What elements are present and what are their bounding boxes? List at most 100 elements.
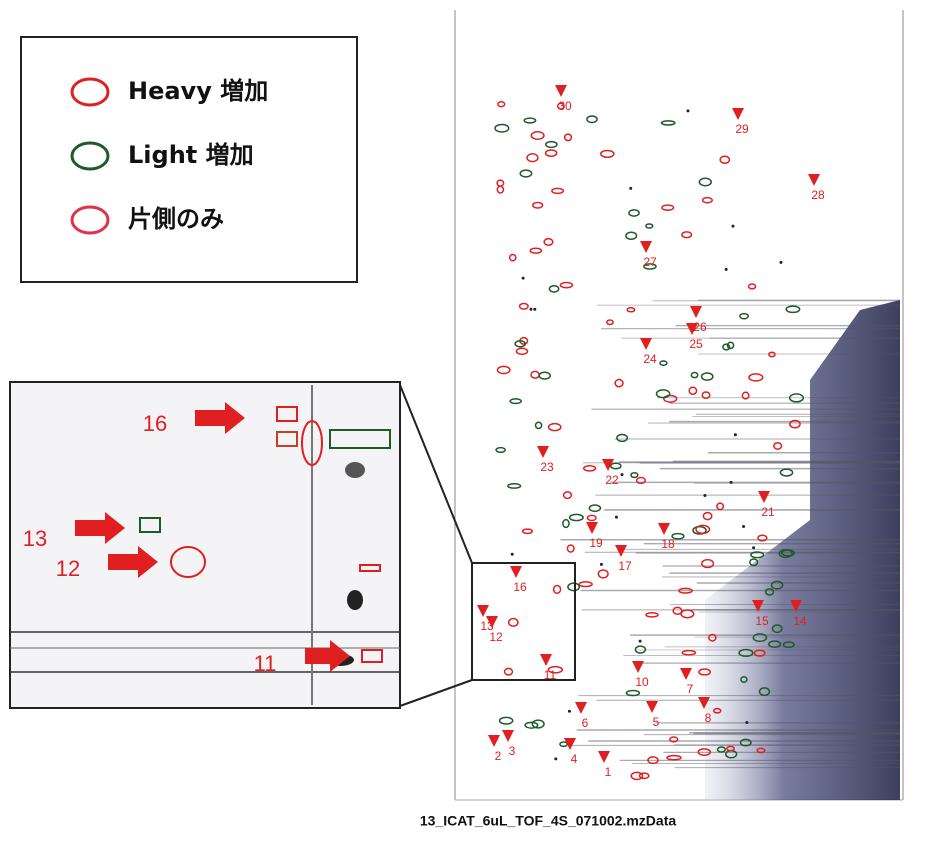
spot (549, 424, 561, 431)
spot (532, 720, 544, 728)
spot-label: 28 (811, 188, 825, 202)
spot-label: 21 (761, 505, 775, 519)
spot (598, 570, 608, 578)
spot (780, 469, 792, 476)
legend-label: 片側のみ (128, 205, 224, 233)
spot-label: 2 (495, 749, 502, 763)
spot-label: 16 (513, 580, 527, 594)
marker (640, 338, 652, 350)
spot (510, 254, 516, 260)
spot-label: 23 (540, 460, 554, 474)
spot (615, 380, 623, 387)
spot (703, 494, 706, 497)
marker (575, 702, 587, 714)
legend: Heavy 増加Light 増加片側のみ (21, 37, 357, 282)
spot (527, 154, 538, 162)
marker (537, 446, 549, 458)
inset-label: 16 (143, 411, 167, 436)
spot (702, 373, 713, 380)
spot (539, 372, 550, 379)
spot (635, 646, 645, 653)
marker (615, 545, 627, 557)
spot (611, 463, 621, 469)
spot (786, 306, 800, 312)
spot (495, 124, 509, 132)
marker (632, 661, 644, 673)
spot-label: 24 (643, 352, 657, 366)
marker (732, 108, 744, 120)
marker (564, 738, 576, 750)
marker (477, 605, 489, 617)
figure: 3029282726252423222119181716151413121110… (0, 0, 933, 859)
spot (500, 717, 513, 724)
spot (615, 516, 618, 519)
spot (497, 366, 509, 373)
spot (686, 109, 689, 112)
inset-label: 12 (56, 556, 80, 581)
spot (749, 284, 756, 289)
spot (626, 690, 639, 695)
spot (568, 583, 579, 590)
spot (691, 372, 697, 377)
inset-label: 13 (23, 526, 47, 551)
spot (725, 268, 728, 271)
spot (640, 773, 649, 778)
spot-label: 17 (618, 559, 632, 573)
spot (531, 371, 539, 378)
spot (546, 142, 557, 148)
spot (631, 473, 638, 478)
spot (531, 132, 544, 139)
spot-label: 14 (793, 614, 807, 628)
spot (629, 187, 632, 190)
inset: 16 13 12 11 (10, 382, 400, 708)
spot (749, 374, 763, 381)
spot (734, 433, 737, 436)
marker (646, 701, 658, 713)
spot (682, 651, 695, 655)
spot (670, 737, 678, 742)
spot (667, 756, 681, 760)
spot (740, 314, 748, 319)
spot (745, 721, 748, 724)
spot (681, 610, 694, 618)
spot (520, 303, 529, 309)
spot (533, 203, 543, 209)
spot (703, 513, 711, 520)
spot (530, 248, 541, 253)
spot (661, 121, 674, 125)
spot (510, 399, 521, 404)
spot-label: 18 (661, 537, 675, 551)
spot (589, 505, 600, 511)
spot (529, 308, 532, 311)
inset-label: 11 (254, 651, 277, 676)
marker (510, 566, 522, 578)
spot (533, 308, 536, 311)
spot (626, 232, 637, 239)
spot-label: 29 (735, 122, 749, 136)
spot-label: 4 (571, 752, 578, 766)
spot-label: 22 (605, 473, 619, 487)
spot (627, 308, 635, 312)
spot (549, 286, 558, 292)
spot (584, 466, 596, 471)
spot-label: 3 (509, 744, 516, 758)
spot-label: 12 (489, 630, 503, 644)
marker (540, 654, 552, 666)
spot (601, 150, 614, 157)
spot (520, 170, 531, 177)
ms-map: 3029282726252423222119181716151413121110… (455, 10, 903, 800)
spot (509, 619, 518, 627)
spot-label: 1 (605, 765, 612, 779)
spot (752, 546, 755, 549)
spot (720, 156, 729, 163)
spot-label: 27 (643, 255, 657, 269)
spot-label: 5 (653, 715, 660, 729)
spot (498, 102, 505, 107)
spot-label: 15 (755, 614, 769, 628)
spot (779, 261, 782, 264)
spot (731, 225, 734, 228)
spot (689, 387, 696, 394)
spot (617, 434, 628, 441)
spot (607, 320, 613, 325)
marker (808, 174, 820, 186)
